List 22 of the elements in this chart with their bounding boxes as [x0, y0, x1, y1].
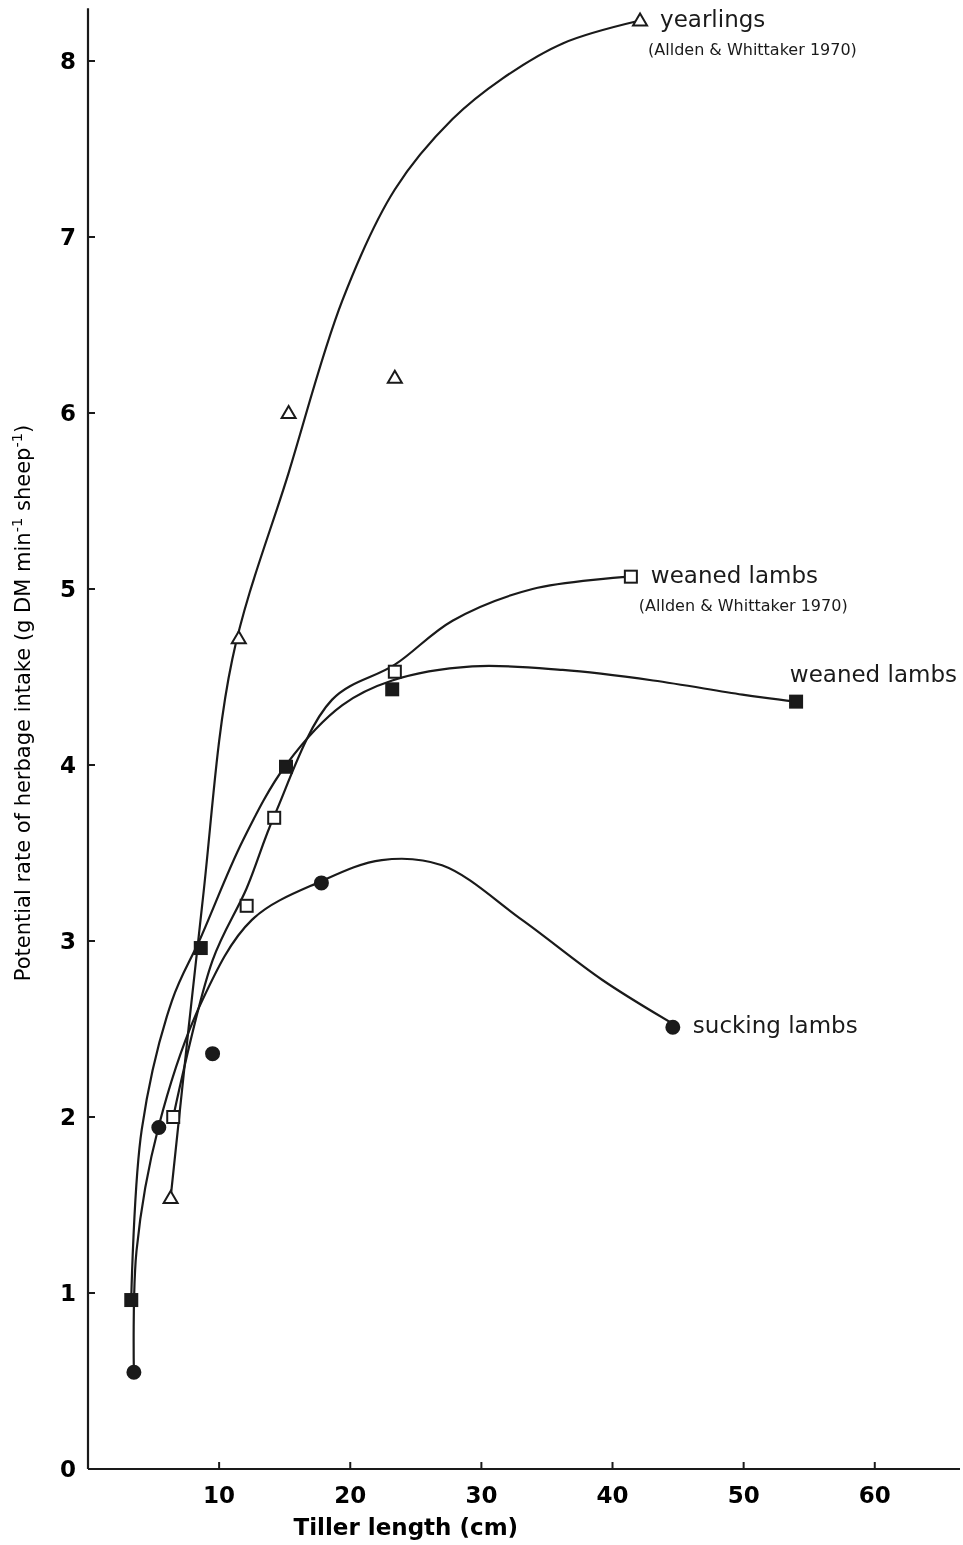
- x-tick-label: 10: [203, 1482, 236, 1508]
- y-tick-label: 8: [59, 48, 76, 74]
- series-label: weaned lambs: [789, 660, 957, 687]
- y-tick-label: 3: [59, 928, 76, 954]
- y-tick-label: 5: [59, 576, 76, 602]
- series-label: sucking lambs: [692, 1012, 858, 1039]
- annotation: (Allden & Whittaker 1970): [648, 39, 857, 59]
- y-tick-label: 4: [59, 752, 76, 778]
- x-tick-label: 30: [465, 1482, 498, 1508]
- y-tick-label: 0: [59, 1456, 76, 1482]
- x-tick-label: 60: [858, 1482, 891, 1508]
- x-tick-label: 20: [334, 1482, 367, 1508]
- series-label: weaned lambs: [650, 561, 819, 588]
- y-tick-label: 6: [59, 400, 76, 426]
- y-tick-label: 1: [59, 1280, 76, 1306]
- x-tick-label: 50: [727, 1482, 760, 1508]
- x-axis-title: Tiller length (cm): [293, 1514, 519, 1540]
- y-tick-label: 7: [59, 224, 76, 250]
- series-label: yearlings: [660, 5, 766, 32]
- x-tick-label: 40: [596, 1482, 629, 1508]
- y-tick-label: 2: [59, 1104, 76, 1130]
- annotation: (Allden & Whittaker 1970): [638, 595, 848, 615]
